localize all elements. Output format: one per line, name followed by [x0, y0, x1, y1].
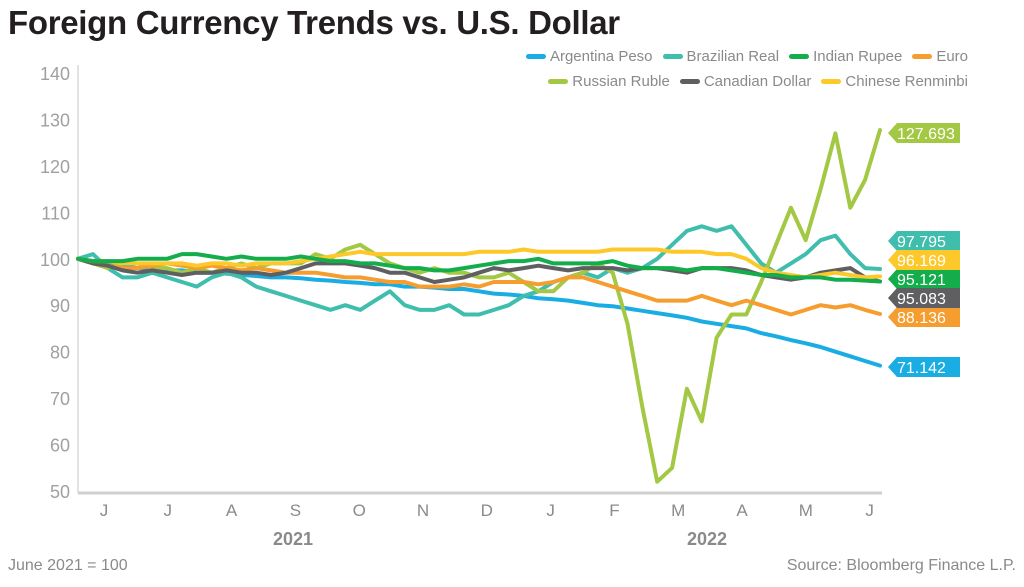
y-tick-label: 90 [50, 296, 70, 316]
x-tick-label: A [736, 501, 748, 520]
legend-item: Brazilian Real [662, 48, 780, 65]
x-tick-label: J [865, 501, 874, 520]
y-tick-label: 110 [41, 203, 70, 223]
legend-item: Argentina Peso [525, 48, 653, 65]
y-tick-label: 80 [50, 343, 70, 363]
x-tick-label: M [671, 501, 685, 520]
legend-item: Euro [912, 48, 968, 65]
x-tick-label: D [481, 501, 493, 520]
x-tick-label: F [609, 501, 619, 520]
y-tick-label: 130 [40, 110, 70, 130]
end-label-flag [888, 269, 960, 289]
legend-item: Russian Ruble [548, 73, 670, 90]
series-line-indian-rupee [76, 252, 882, 284]
x-tick-label: S [290, 501, 301, 520]
end-label-flag [888, 250, 960, 270]
y-tick-label: 50 [50, 482, 70, 502]
end-value-label: 96.169 [897, 253, 946, 270]
end-label-flag [888, 307, 960, 327]
year-label: 2021 [273, 529, 313, 549]
legend-swatch [525, 54, 546, 59]
x-tick-label: O [353, 501, 366, 520]
series-line-euro [76, 256, 882, 317]
end-value-label: 71.142 [897, 360, 946, 377]
legend-swatch [662, 54, 683, 59]
y-tick-label: 100 [40, 250, 70, 270]
legend: Argentina Peso Brazilian Real Indian Rupee… [448, 48, 968, 90]
y-tick-label: 120 [40, 157, 70, 177]
series-line-chinese-renminbi [76, 247, 882, 280]
legend-item: Indian Rupee [789, 48, 902, 65]
x-tick-label: J [100, 501, 109, 520]
end-value-label: 95.121 [897, 272, 946, 289]
end-label-flag [888, 123, 960, 143]
x-tick-label: A [226, 501, 238, 520]
end-value-label: 95.083 [897, 291, 946, 308]
year-label: 2022 [687, 529, 727, 549]
x-tick-label: J [164, 501, 173, 520]
end-label-flag [888, 357, 960, 377]
legend-swatch [789, 54, 810, 59]
legend-label: Argentina Peso [549, 48, 653, 65]
legend-swatch [548, 79, 569, 84]
baseline-note: June 2021 = 100 [8, 557, 128, 574]
end-value-label: 127.693 [897, 126, 955, 143]
series-line-brazilian-real [76, 224, 882, 317]
legend-swatch [821, 79, 842, 84]
end-label-flag [888, 231, 960, 251]
y-tick-label: 70 [50, 389, 70, 409]
legend-item: Chinese Renminbi [821, 73, 968, 90]
series-line-canadian-dollar [76, 256, 882, 284]
end-label-flag [888, 288, 960, 308]
source-note: Source: Bloomberg Finance L.P. [786, 557, 1016, 574]
x-tick-label: N [417, 501, 429, 520]
end-value-label: 88.136 [897, 310, 946, 327]
legend-label: Euro [936, 48, 968, 65]
legend-swatch [679, 79, 700, 84]
legend-label: Russian Ruble [572, 73, 670, 90]
x-tick-label: J [546, 501, 555, 520]
end-value-label: 97.795 [897, 234, 946, 251]
y-tick-label: 140 [40, 64, 70, 84]
legend-label: Brazilian Real [686, 48, 780, 65]
legend-swatch [912, 54, 933, 59]
legend-label: Indian Rupee [813, 48, 903, 65]
chart-title: Foreign Currency Trends vs. U.S. Dollar [8, 4, 620, 41]
legend-item: Canadian Dollar [679, 73, 812, 90]
x-tick-label: M [799, 501, 813, 520]
legend-label: Chinese Renminbi [845, 73, 968, 90]
y-tick-label: 60 [50, 436, 70, 456]
legend-label: Canadian Dollar [703, 73, 812, 90]
